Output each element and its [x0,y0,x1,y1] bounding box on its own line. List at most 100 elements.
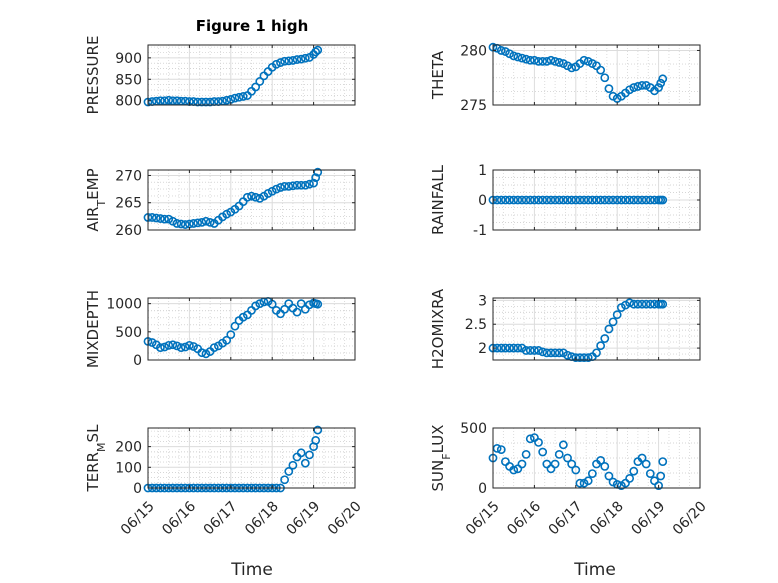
data-point [255,299,265,309]
data-point [567,459,577,469]
data-point [563,195,572,205]
data-point [517,459,527,469]
data-point [280,181,290,191]
data-point [583,353,593,363]
data-point [641,459,651,469]
data-point [280,56,290,66]
data-point [205,217,215,227]
data-point [525,195,535,205]
data-point [151,213,161,223]
data-point [583,476,593,486]
data-point [542,56,552,66]
data-point [546,195,556,205]
data-point [313,167,323,177]
data-point [255,77,265,86]
data-point [538,56,548,66]
axes-box [147,427,356,489]
data-point [596,341,606,351]
data-point [509,465,519,475]
data-point [280,475,290,485]
data-point [525,434,535,444]
data-point [226,330,236,340]
axes-box [147,169,356,231]
data-point [608,195,618,205]
data-point [645,195,655,205]
y-tick-label: 0 [133,353,142,369]
x-tick-label: 06/16 [159,498,199,538]
data-point [629,83,639,92]
data-point [521,449,531,459]
data-point [558,440,568,450]
data-point [587,195,597,205]
data-point [575,353,585,363]
data-point [193,97,203,107]
data-point [313,299,323,309]
data-point [156,214,165,223]
y-tick-label: 1 [478,163,487,179]
data-point [300,53,310,63]
y-tick-label: 270 [115,168,142,184]
subplot-6: 2 2.5 3 H2OMIXRA [429,288,701,369]
axes-box [492,427,701,489]
y-tick-label: 275 [460,98,487,114]
y-tick-label: 260 [115,223,142,239]
data-point [563,350,572,360]
data-point [501,195,510,205]
data-point [292,180,302,190]
y-axis-label: H2OMIXRA [429,288,447,369]
data-point [534,56,543,66]
data-point [575,478,585,488]
y-tick-label: -1 [473,223,487,239]
data-point [292,307,302,317]
data-point [596,65,606,75]
data-point [645,469,655,478]
data-point [205,97,215,107]
data-point [313,45,323,55]
data-point [575,195,585,205]
data-point [517,195,527,205]
data-point [176,219,186,229]
data-point [184,340,194,350]
y-tick-label: 0 [478,193,487,209]
data-point [542,195,552,205]
data-point [505,195,514,205]
y-tick-label: 850 [115,72,142,88]
data-point [160,214,169,224]
x-tick-label: 06/17 [201,498,241,538]
data-point [501,343,510,353]
data-point [554,449,564,459]
data-point [658,74,668,84]
data-point [517,53,527,63]
y-tick-label: 800 [115,94,142,110]
data-point [641,195,651,205]
data-point [637,195,647,205]
data-point [600,334,610,343]
y-axis-label: AIRTEMP [84,168,108,231]
y-tick-label: 500 [115,325,142,341]
data-point [645,299,655,309]
y-axis-label: THETA [429,50,447,100]
data-point [160,96,169,106]
data-point [608,317,618,327]
data-point [168,96,178,106]
data-point [496,343,506,353]
data-point [554,348,564,358]
data-point [311,47,321,57]
y-tick-label: 200 [115,440,142,456]
data-point [288,460,298,470]
data-point [197,348,207,358]
data-point [284,56,294,66]
x-tick-label: 06/16 [504,498,544,538]
data-point [650,299,659,309]
subplot-4: -1 0 1 RAINFALL [429,163,701,239]
data-point [625,195,635,205]
axes-box [492,44,701,106]
data-point [625,298,635,308]
data-point [197,217,207,227]
data-point [521,54,531,64]
data-point [583,195,593,205]
data-point [550,56,560,66]
data-point [176,343,186,352]
data-point [300,458,310,468]
